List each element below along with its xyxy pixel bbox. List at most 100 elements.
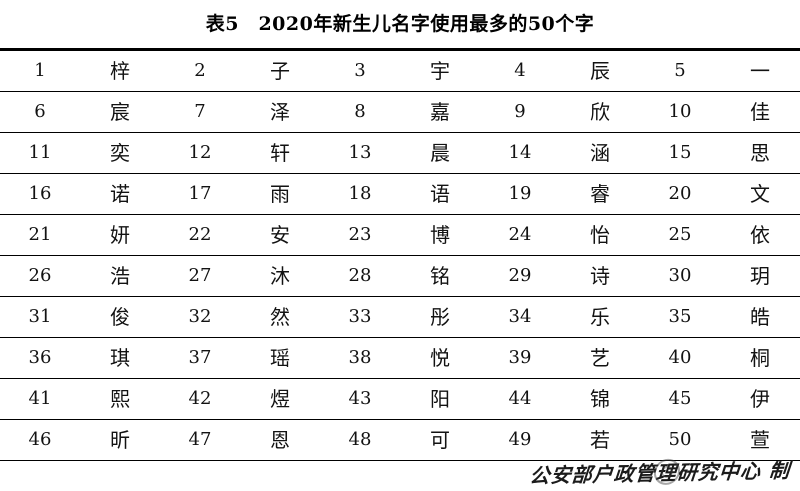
rank-cell: 6 [0, 91, 80, 133]
rank-cell: 1 [0, 49, 80, 92]
character-cell: 晨 [400, 132, 480, 174]
rank-cell: 24 [480, 214, 560, 256]
rank-cell: 15 [640, 132, 720, 174]
character-cell: 俊 [80, 296, 160, 338]
rank-cell: 4 [480, 49, 560, 92]
character-cell: 悦 [400, 337, 480, 379]
character-cell: 涵 [560, 132, 640, 174]
character-cell: 可 [400, 419, 480, 461]
rank-cell: 9 [480, 91, 560, 133]
table-row: 46 昕 47 恩 48 可 49 若 50 萱 [0, 419, 800, 461]
character-cell: 梓 [80, 49, 160, 92]
rank-cell: 11 [0, 132, 80, 174]
table-row: 16 诺 17 雨 18 语 19 睿 20 文 [0, 173, 800, 215]
character-cell: 然 [240, 296, 320, 338]
rank-cell: 37 [160, 337, 240, 379]
credit-suffix: 制 [768, 457, 792, 483]
character-cell: 安 [240, 214, 320, 256]
character-cell: 皓 [720, 296, 800, 338]
rank-cell: 19 [480, 173, 560, 215]
rank-cell: 50 [640, 419, 720, 461]
character-cell: 若 [560, 419, 640, 461]
table-row: 26 浩 27 沐 28 铭 29 诗 30 玥 [0, 255, 800, 297]
character-cell: 语 [400, 173, 480, 215]
rank-cell: 16 [0, 173, 80, 215]
character-cell: 文 [720, 173, 800, 215]
character-cell: 妍 [80, 214, 160, 256]
character-cell: 艺 [560, 337, 640, 379]
rank-cell: 27 [160, 255, 240, 297]
character-cell: 一 [720, 49, 800, 92]
table-body: 1 梓 2 子 3 宇 4 辰 5 一 6 宸 7 泽 8 嘉 9 欣 10 佳… [0, 49, 800, 461]
rank-cell: 10 [640, 91, 720, 133]
character-cell: 瑶 [240, 337, 320, 379]
character-cell: 轩 [240, 132, 320, 174]
character-cell: 伊 [720, 378, 800, 420]
character-cell: 昕 [80, 419, 160, 461]
character-cell: 依 [720, 214, 800, 256]
character-cell: 奕 [80, 132, 160, 174]
rank-cell: 31 [0, 296, 80, 338]
rank-cell: 46 [0, 419, 80, 461]
rank-cell: 21 [0, 214, 80, 256]
rank-cell: 43 [320, 378, 400, 420]
character-cell: 浩 [80, 255, 160, 297]
rank-cell: 33 [320, 296, 400, 338]
character-cell: 佳 [720, 91, 800, 133]
table-row: 11 奕 12 轩 13 晨 14 涵 15 思 [0, 132, 800, 174]
character-cell: 嘉 [400, 91, 480, 133]
rank-cell: 41 [0, 378, 80, 420]
rank-cell: 40 [640, 337, 720, 379]
character-cell: 锦 [560, 378, 640, 420]
rank-cell: 45 [640, 378, 720, 420]
credit-line: 公安部户政管理研究中心制 [529, 454, 792, 488]
table-row: 21 妍 22 安 23 博 24 怡 25 依 [0, 214, 800, 256]
character-cell: 思 [720, 132, 800, 174]
character-cell: 琪 [80, 337, 160, 379]
rank-cell: 8 [320, 91, 400, 133]
character-cell: 宸 [80, 91, 160, 133]
table-row: 31 俊 32 然 33 彤 34 乐 35 皓 [0, 296, 800, 338]
character-cell: 萱 [720, 419, 800, 461]
character-cell: 诺 [80, 173, 160, 215]
credit-organization: 公安部户政管理研究中心 [528, 458, 763, 488]
rank-cell: 7 [160, 91, 240, 133]
character-cell: 宇 [400, 49, 480, 92]
rank-cell: 3 [320, 49, 400, 92]
character-cell: 泽 [240, 91, 320, 133]
rank-cell: 2 [160, 49, 240, 92]
character-cell: 沐 [240, 255, 320, 297]
page-title: 表5 2020年新生儿名字使用最多的50个字 [205, 12, 595, 35]
character-cell: 乐 [560, 296, 640, 338]
rank-cell: 25 [640, 214, 720, 256]
rank-cell: 26 [0, 255, 80, 297]
rank-cell: 34 [480, 296, 560, 338]
character-cell: 熙 [80, 378, 160, 420]
rank-cell: 35 [640, 296, 720, 338]
rank-cell: 13 [320, 132, 400, 174]
character-cell: 睿 [560, 173, 640, 215]
rank-cell: 12 [160, 132, 240, 174]
character-cell: 辰 [560, 49, 640, 92]
character-cell: 怡 [560, 214, 640, 256]
rank-cell: 29 [480, 255, 560, 297]
footer-credit: 公安部户政管理研究中心制 [0, 451, 800, 491]
rank-cell: 49 [480, 419, 560, 461]
rank-cell: 36 [0, 337, 80, 379]
rank-cell: 38 [320, 337, 400, 379]
table-row: 36 琪 37 瑶 38 悦 39 艺 40 桐 [0, 337, 800, 379]
rank-cell: 44 [480, 378, 560, 420]
character-cell: 阳 [400, 378, 480, 420]
table-row: 1 梓 2 子 3 宇 4 辰 5 一 [0, 49, 800, 92]
rank-cell: 42 [160, 378, 240, 420]
rank-cell: 18 [320, 173, 400, 215]
character-cell: 子 [240, 49, 320, 92]
rank-cell: 5 [640, 49, 720, 92]
rank-cell: 32 [160, 296, 240, 338]
rank-cell: 17 [160, 173, 240, 215]
rank-cell: 30 [640, 255, 720, 297]
character-cell: 欣 [560, 91, 640, 133]
rank-cell: 14 [480, 132, 560, 174]
character-cell: 彤 [400, 296, 480, 338]
rank-cell: 20 [640, 173, 720, 215]
